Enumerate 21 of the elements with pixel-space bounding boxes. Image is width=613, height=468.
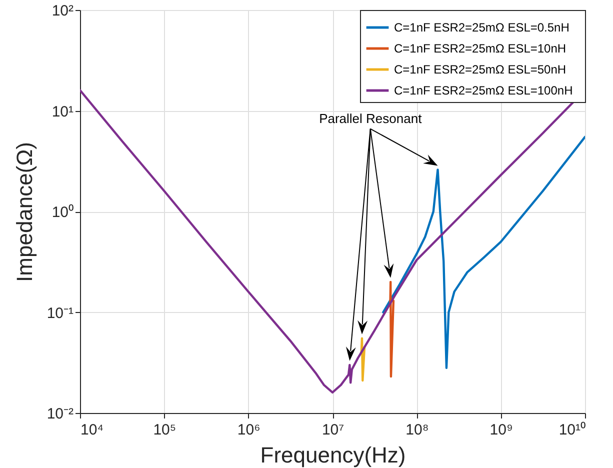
- legend-label: C=1nF ESR2=25mΩ ESL=100nH: [394, 84, 573, 98]
- y-tick-label: 10¹: [52, 103, 74, 120]
- y-tick-label: 10²: [52, 2, 74, 20]
- legend-label: C=1nF ESR2=25mΩ ESL=50nH: [394, 62, 566, 76]
- y-tick-label: 10⁻²: [46, 406, 74, 422]
- x-tick-label: 10⁴: [80, 422, 104, 438]
- y-tick-label: 10⁰: [52, 204, 74, 221]
- x-axis-title: Frequency(Hz): [260, 442, 406, 468]
- x-tick-label: 10⁵: [153, 422, 176, 438]
- line-series: [389, 280, 395, 378]
- x-tick-label: 10¹⁰: [558, 422, 586, 438]
- y-tick-label: 10⁻¹: [46, 304, 74, 322]
- legend-label: C=1nF ESR2=25mΩ ESL=10nH: [394, 42, 566, 56]
- x-tick-label: 10⁶: [237, 422, 260, 438]
- x-tick-label: 10⁷: [322, 422, 344, 438]
- y-axis-title: Impedance(Ω): [12, 142, 37, 282]
- line-series: [360, 337, 366, 382]
- legend-label: C=1nF ESR2=25mΩ ESL=0.5nH: [394, 20, 570, 34]
- x-tick-label: 10⁹: [490, 422, 513, 438]
- annotation: Parallel Resonant: [319, 110, 422, 126]
- x-tick-label: 10⁸: [406, 422, 429, 438]
